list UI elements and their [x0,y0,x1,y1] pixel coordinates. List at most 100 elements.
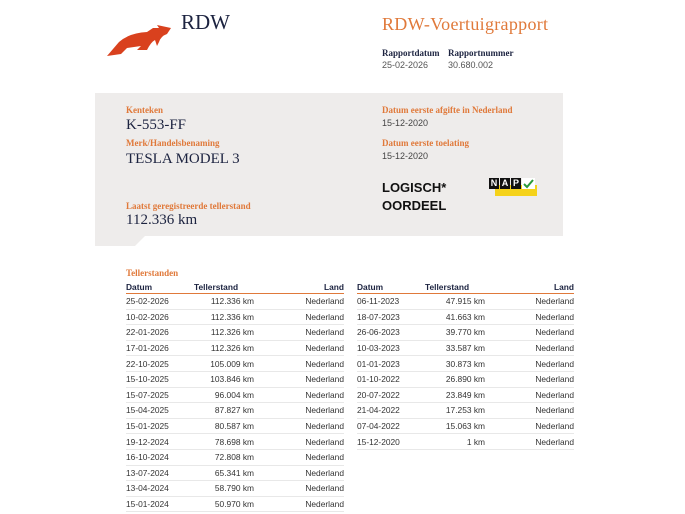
table-row: 16-10-2024 72.808 km Nederland [126,449,344,466]
country-cell: Nederland [254,340,344,357]
odometer-cell: 23.849 km [425,387,485,404]
date-cell: 19-12-2024 [126,433,194,450]
odometer-cell: 47.915 km [425,293,485,310]
country-cell: Nederland [485,402,574,419]
table-row: 25-02-2026 112.336 km Nederland [126,293,344,310]
date-cell: 25-02-2026 [126,293,194,310]
table-row: 15-01-2025 80.587 km Nederland [126,418,344,435]
date-cell: 01-10-2022 [357,371,425,388]
odometer-cell: 103.846 km [194,371,254,388]
column-header: Land [485,280,574,294]
first-admission-label: Datum eerste toelating [382,138,469,148]
country-cell: Nederland [254,309,344,326]
date-cell: 21-04-2022 [357,402,425,419]
country-cell: Nederland [254,480,344,497]
odometer-cell: 41.663 km [425,309,485,326]
date-cell: 15-04-2025 [126,402,194,419]
country-cell: Nederland [254,371,344,388]
table-row: 19-12-2024 78.698 km Nederland [126,433,344,450]
table-row: 20-07-2022 23.849 km Nederland [357,387,574,404]
country-cell: Nederland [485,433,574,450]
column-header: Land [254,280,344,294]
plate-label: Kenteken [126,105,163,115]
odometer-cell: 17.253 km [425,402,485,419]
country-cell: Nederland [485,293,574,310]
country-cell: Nederland [254,433,344,450]
date-cell: 07-04-2022 [357,418,425,435]
odometer-cell: 50.970 km [194,496,254,513]
first-nl-value: 15-12-2020 [382,118,429,128]
table-row: 15-10-2025 103.846 km Nederland [126,371,344,388]
date-cell: 22-01-2026 [126,324,194,341]
country-cell: Nederland [254,355,344,372]
date-cell: 13-07-2024 [126,465,194,482]
odometer-cell: 15.063 km [425,418,485,435]
table-row: 17-01-2026 112.326 km Nederland [126,340,344,357]
nap-letter: P [511,178,521,189]
first-nl-label: Datum eerste afgifte in Nederland [382,105,513,115]
table-row: 07-04-2022 15.063 km Nederland [357,418,574,435]
vehicle-panel [95,93,563,246]
country-cell: Nederland [254,496,344,513]
odometer-cell: 26.890 km [425,371,485,388]
brand-label: Merk/Handelsbenaming [126,138,220,148]
table-header: Datum Tellerstand Land [357,280,574,294]
verdict-line1: LOGISCH* [382,180,447,195]
table-header: Datum Tellerstand Land [126,280,344,294]
table-row: 01-01-2023 30.873 km Nederland [357,355,574,372]
date-cell: 15-01-2024 [126,496,194,513]
country-cell: Nederland [485,309,574,326]
table-row: 01-10-2022 26.890 km Nederland [357,371,574,388]
readings-table-right: Datum Tellerstand Land 06-11-2023 47.915 km N… [357,280,574,450]
country-cell: Nederland [485,324,574,341]
odometer-label: Laatst geregistreerde tellerstand [126,201,251,211]
odometer-cell: 87.827 km [194,402,254,419]
column-header: Datum [357,280,425,294]
report-number-label: Rapportnummer [448,48,514,58]
table-row: 22-10-2025 105.009 km Nederland [126,355,344,372]
table-row: 10-03-2023 33.587 km Nederland [357,340,574,357]
country-cell: Nederland [485,418,574,435]
odometer-cell: 72.808 km [194,449,254,466]
readings-title: Tellerstanden [126,268,179,278]
report-date-label: Rapportdatum [382,48,440,58]
country-cell: Nederland [485,340,574,357]
date-cell: 16-10-2024 [126,449,194,466]
country-cell: Nederland [485,371,574,388]
plate-value: K-553-FF [126,117,187,133]
table-row: 18-07-2023 41.663 km Nederland [357,309,574,326]
date-cell: 26-06-2023 [357,324,425,341]
odometer-cell: 58.790 km [194,480,254,497]
table-row: 15-07-2025 96.004 km Nederland [126,387,344,404]
table-row: 15-01-2024 50.970 km Nederland [126,496,344,513]
date-cell: 10-02-2026 [126,309,194,326]
date-cell: 06-11-2023 [357,293,425,310]
report-number: 30.680.002 [448,60,494,70]
table-row: 26-06-2023 39.770 km Nederland [357,324,574,341]
column-header: Tellerstand [194,280,254,294]
date-cell: 13-04-2024 [126,480,194,497]
odometer-cell: 112.326 km [194,340,254,357]
table-row: 06-11-2023 47.915 km Nederland [357,293,574,310]
odometer-cell: 112.336 km [194,309,254,326]
report-title: RDW-Voertuigrapport [382,14,549,34]
odometer-cell: 1 km [425,433,485,450]
logo-text: RDW [181,10,230,34]
country-cell: Nederland [254,465,344,482]
odometer-value: 112.336 km [126,212,198,228]
column-header: Tellerstand [425,280,485,294]
table-row: 22-01-2026 112.326 km Nederland [126,324,344,341]
date-cell: 20-07-2022 [357,387,425,404]
odometer-cell: 112.326 km [194,324,254,341]
nap-letter: A [500,178,510,189]
table-row: 10-02-2026 112.336 km Nederland [126,309,344,326]
column-header: Datum [126,280,194,294]
verdict-line2: OORDEEL [382,198,447,213]
country-cell: Nederland [254,402,344,419]
country-cell: Nederland [254,449,344,466]
date-cell: 18-07-2023 [357,309,425,326]
odometer-cell: 30.873 km [425,355,485,372]
date-cell: 10-03-2023 [357,340,425,357]
nap-check-icon: N A P [489,178,537,196]
country-cell: Nederland [254,387,344,404]
